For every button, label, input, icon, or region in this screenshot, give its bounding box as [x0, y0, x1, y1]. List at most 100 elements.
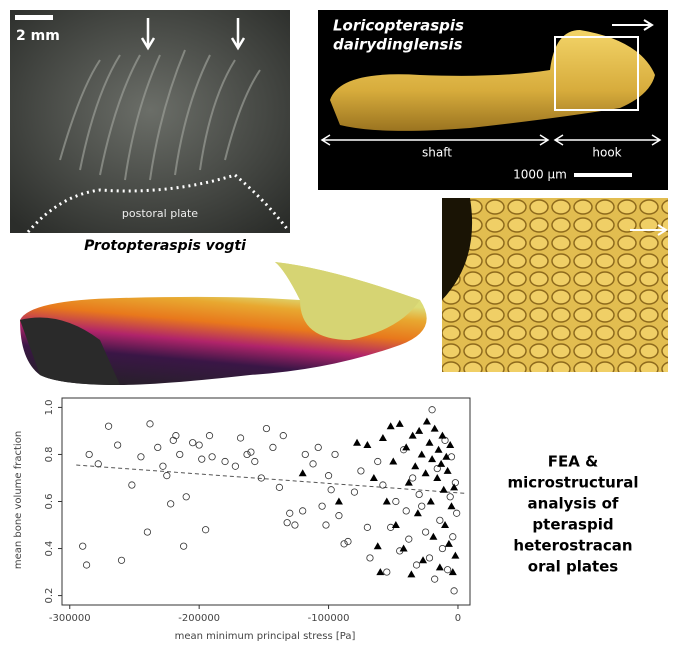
circle-point — [340, 540, 348, 548]
circle-point — [202, 526, 210, 534]
x-tick-label: -300000 — [49, 613, 91, 624]
triangle-point — [399, 544, 408, 552]
circle-point — [143, 528, 152, 536]
side-text: FEA & microstructural analysis of pteraspid… — [508, 453, 639, 576]
triangle-point — [438, 431, 447, 439]
triangle-point — [443, 466, 452, 474]
side-line: oral plates — [528, 558, 619, 576]
side-line: heterostracan — [513, 537, 632, 555]
circle-point — [163, 472, 171, 480]
postoral-label: postoral plate — [122, 207, 198, 220]
triangle-point — [407, 570, 416, 578]
triangle-point — [382, 497, 391, 505]
y-axis-label: mean bone volume fraction — [13, 431, 24, 569]
circle-point — [247, 448, 255, 456]
circle-point — [428, 406, 436, 414]
circle-point — [446, 493, 454, 501]
circle-point — [436, 516, 444, 524]
triangle-point — [444, 539, 453, 547]
triangle-point — [447, 502, 456, 510]
circle-point — [182, 493, 190, 501]
scale-label: 1000 μm — [513, 168, 567, 182]
circle-point — [409, 474, 417, 482]
circle-point — [309, 460, 317, 468]
circle-point — [451, 479, 459, 487]
circle-point — [344, 537, 352, 546]
side-line: microstructural — [508, 474, 639, 492]
triangle-point — [434, 445, 443, 453]
triangle-point — [395, 419, 404, 427]
x-tick-label: -200000 — [178, 613, 220, 624]
side-line: FEA & — [548, 453, 598, 471]
circle-point — [450, 587, 458, 595]
triangle-point — [404, 478, 413, 486]
circle-point — [167, 500, 175, 508]
circle-point — [269, 443, 277, 451]
render-panel — [318, 10, 668, 190]
triangle-point — [426, 497, 435, 505]
circle-point — [251, 457, 259, 466]
circle-point — [379, 481, 387, 489]
circle-point — [176, 450, 184, 459]
circle-point — [172, 432, 180, 440]
circle-point — [114, 441, 122, 449]
scale-label: 2 mm — [16, 28, 60, 44]
circle-point — [301, 450, 309, 459]
y-tick-label: 0.2 — [44, 588, 55, 604]
circle-point — [425, 554, 434, 562]
circle-point — [159, 462, 167, 470]
circle-point — [318, 502, 326, 510]
triangle-point — [411, 462, 420, 470]
circle-point — [208, 453, 216, 461]
x-axis-label: mean minimum principal stress [Pa] — [175, 631, 356, 642]
scatter-plot: mean minimum principal stress [Pa] mean … — [13, 397, 471, 642]
x-tick-label: -100000 — [308, 613, 350, 624]
circle-point — [422, 528, 430, 536]
zoom-panel — [442, 198, 668, 372]
circle-point — [286, 509, 294, 517]
circle-point — [357, 467, 365, 475]
triangle-point — [391, 521, 400, 529]
circle-point — [279, 432, 287, 440]
hook-label: hook — [592, 146, 621, 160]
species-label: Protopteraspis vogti — [84, 238, 246, 254]
triangle-point — [408, 431, 417, 439]
circle-point — [180, 542, 188, 550]
circle-point — [85, 450, 93, 459]
trend-line — [76, 464, 465, 494]
circle-point — [257, 474, 265, 482]
circle-point — [453, 509, 461, 517]
circle-point — [431, 575, 439, 583]
triangle-point — [386, 422, 395, 430]
species-label: Loricopteraspis — [333, 17, 464, 35]
circle-point — [291, 521, 299, 529]
triangle-point — [417, 450, 426, 458]
triangle-point — [450, 483, 459, 491]
circle-point — [444, 566, 452, 574]
circle-point — [117, 556, 126, 564]
photo-panel — [10, 10, 290, 233]
triangle-point — [430, 424, 439, 432]
circle-point — [221, 457, 229, 466]
circle-point — [205, 432, 214, 440]
circle-point — [299, 507, 307, 515]
circle-point — [327, 486, 335, 494]
circle-point — [392, 497, 400, 506]
circle-point — [94, 460, 102, 468]
circle-point — [438, 544, 447, 553]
triangle-point — [442, 452, 451, 460]
y-tick-label: 0.6 — [44, 494, 55, 510]
circle-point — [331, 450, 339, 459]
circle-point — [198, 455, 206, 463]
circle-point — [189, 439, 197, 447]
circle-point — [275, 483, 283, 491]
circle-point — [314, 443, 322, 451]
circle-point — [335, 512, 343, 520]
triangle-point — [448, 568, 457, 576]
fea-model — [20, 262, 427, 385]
circle-point — [418, 502, 426, 510]
triangle-point — [422, 417, 431, 425]
triangle-point — [419, 556, 428, 564]
circle-point — [402, 507, 410, 515]
